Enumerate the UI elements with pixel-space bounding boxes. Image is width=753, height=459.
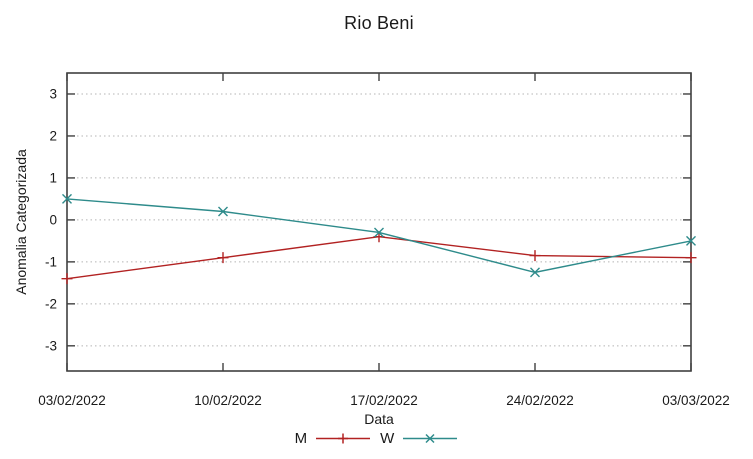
marker-cross-w [218,206,228,217]
y-tick-label: -1 [45,254,57,269]
x-tick-label: 24/02/2022 [506,393,574,408]
x-tick-label: 17/02/2022 [350,393,418,408]
x-tick-label: 03/02/2022 [38,393,106,408]
legend-label-w: W [380,430,395,447]
marker-plus-m [217,252,229,264]
plot-border [66,72,692,372]
marker-plus-m [685,252,697,264]
x-tick-label: 03/03/2022 [662,393,730,408]
y-tick-label: 2 [49,128,57,143]
x-tick-label: 10/02/2022 [194,393,262,408]
marker-cross-w [62,193,72,204]
legend-label-m: M [294,430,308,447]
legend: M W [0,430,753,447]
marker-cross-w [686,235,696,246]
chart-title: Rio Beni [344,13,414,33]
legend-item-m: M [295,430,372,447]
y-tick-label: -3 [45,338,57,353]
marker-cross-w [530,267,540,278]
y-tick-label: 3 [49,86,57,101]
legend-line-plus-icon [316,433,371,444]
marker-plus-m [529,250,541,262]
marker-plus-m [61,273,73,285]
x-axis-label: Data [364,411,394,427]
y-tick-label: 1 [49,170,57,185]
y-tick-label: 0 [49,212,57,227]
series-line-m [66,235,692,280]
legend-item-w: W [380,430,458,447]
marker-cross-w [374,227,384,238]
legend-line-cross-icon [403,433,458,444]
y-tick-label: -2 [45,296,57,311]
